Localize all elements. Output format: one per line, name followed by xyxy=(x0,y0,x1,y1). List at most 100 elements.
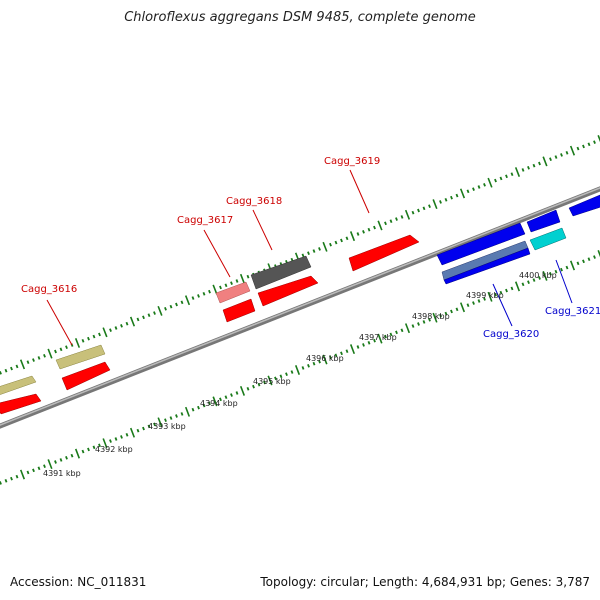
inner-track-tick xyxy=(184,406,191,417)
inner-track-tick xyxy=(263,380,266,385)
outer-track-tick xyxy=(92,334,96,339)
inner-track-tick xyxy=(422,320,426,324)
inner-track-tick xyxy=(301,366,305,370)
inner-track-tick xyxy=(74,448,81,459)
inner-track-tick xyxy=(521,282,525,287)
outer-track-tick xyxy=(153,311,156,315)
inner-track-tick xyxy=(340,351,343,356)
gene-blue-a[interactable] xyxy=(436,222,526,266)
inner-track-tick xyxy=(587,257,591,261)
inner-track-tick xyxy=(455,307,459,312)
gene-labels: Cagg_3616 Cagg_3617 Cagg_3618 Cagg_3619 … xyxy=(21,156,600,340)
inner-track-tick xyxy=(294,365,301,375)
inner-track-tick xyxy=(147,424,151,429)
outer-track-tick xyxy=(329,242,332,247)
accession-label: Accession: NC_011831 xyxy=(10,575,147,589)
outer-track-tick xyxy=(549,157,552,162)
gene-red-3617b[interactable] xyxy=(222,298,256,323)
inner-track-tick xyxy=(367,341,371,345)
inner-track-tick xyxy=(54,460,57,464)
scale-label-4400: 4400 kbp xyxy=(519,271,557,280)
outer-track-tick xyxy=(450,195,453,200)
outer-track-tick xyxy=(26,360,30,364)
outer-track-tick xyxy=(65,345,68,350)
outer-track-tick xyxy=(54,349,57,354)
outer-track-tick xyxy=(19,359,26,370)
inner-track-tick xyxy=(15,474,19,479)
gene-olive-2[interactable] xyxy=(55,344,106,370)
inner-track-tick xyxy=(65,456,68,460)
inner-track-tick xyxy=(400,328,404,333)
gene-blue-b[interactable] xyxy=(526,209,561,233)
outer-track-tick xyxy=(554,155,558,159)
scale-label-4394: 4394 kbp xyxy=(200,399,238,408)
outer-track-tick xyxy=(483,183,486,187)
outer-track-tick xyxy=(349,231,356,242)
gene-label-cagg-3618[interactable]: Cagg_3618 xyxy=(226,196,282,207)
outer-track-tick xyxy=(239,273,246,284)
outer-track-tick xyxy=(175,302,178,307)
outer-track-tick xyxy=(0,371,2,375)
inner-track-tick xyxy=(538,276,541,280)
outer-track-tick xyxy=(582,144,585,149)
inner-track-tick xyxy=(477,299,481,303)
gene-cyan-3621[interactable] xyxy=(529,227,567,251)
inner-track-tick xyxy=(239,385,246,396)
scale-labels: 4391 kbp 4392 kbp 4393 kbp 4394 kbp 4395… xyxy=(43,271,557,478)
outer-track-tick xyxy=(499,176,503,181)
inner-track-tick xyxy=(102,438,108,449)
outer-track-tick xyxy=(81,339,85,343)
outer-track-tick xyxy=(459,188,466,199)
gene-red-3619[interactable] xyxy=(348,234,420,272)
gene-blue-c[interactable] xyxy=(568,194,600,217)
gene-label-cagg-3616[interactable]: Cagg_3616 xyxy=(21,284,77,295)
outer-track-tick xyxy=(98,332,101,337)
inner-track-tick xyxy=(450,309,453,314)
gene-olive-1[interactable] xyxy=(0,375,37,395)
outer-track-tick xyxy=(43,353,46,358)
gene-red-1[interactable] xyxy=(0,393,42,415)
gene-pink-3617[interactable] xyxy=(215,281,251,304)
outer-track-tick xyxy=(47,348,53,359)
inner-track-tick xyxy=(191,407,195,412)
outer-track-tick xyxy=(4,368,8,373)
outer-track-tick xyxy=(356,232,360,236)
inner-track-tick xyxy=(499,290,503,295)
gene-label-cagg-3617[interactable]: Cagg_3617 xyxy=(177,215,233,226)
outer-track-tick xyxy=(102,327,108,338)
gene-label-cagg-3621[interactable]: Cagg_3621 xyxy=(545,306,600,317)
inner-track-tick xyxy=(224,395,228,399)
inner-track-tick xyxy=(384,334,387,339)
inner-track-tick xyxy=(37,466,41,471)
inner-track-tick xyxy=(279,374,283,379)
inner-track-tick xyxy=(81,449,85,454)
outer-track-tick xyxy=(377,220,383,231)
inner-track-tick xyxy=(542,270,548,281)
outer-track-tick xyxy=(538,161,541,166)
outer-track-tick xyxy=(411,210,415,215)
outer-track-tick xyxy=(157,305,163,316)
inner-track-tick xyxy=(417,322,420,326)
inner-track-tick xyxy=(212,396,218,407)
inner-track-tick xyxy=(197,405,200,410)
outer-track-tick xyxy=(142,315,145,320)
outer-track-tick xyxy=(560,153,563,157)
gene-label-cagg-3619[interactable]: Cagg_3619 xyxy=(324,156,380,167)
inner-track-tick xyxy=(4,479,8,483)
outer-track-tick xyxy=(37,356,41,360)
gene-gray-3618[interactable] xyxy=(250,255,312,290)
outer-track-tick xyxy=(334,240,338,245)
outer-track-tick xyxy=(597,135,600,143)
outer-track-tick xyxy=(129,316,136,327)
inner-track-tick xyxy=(257,382,261,387)
inner-track-tick xyxy=(362,343,365,347)
outer-track-tick xyxy=(422,206,426,211)
outer-track-tick xyxy=(466,189,470,194)
inner-track-tick xyxy=(510,286,514,291)
gene-red-2[interactable] xyxy=(61,361,111,391)
gene-red-3618[interactable] xyxy=(257,275,319,307)
inner-track-tick xyxy=(267,375,273,386)
inner-track-tick xyxy=(47,459,53,470)
gene-label-cagg-3620[interactable]: Cagg_3620 xyxy=(483,329,539,340)
gene-blue-3620[interactable] xyxy=(443,247,531,285)
